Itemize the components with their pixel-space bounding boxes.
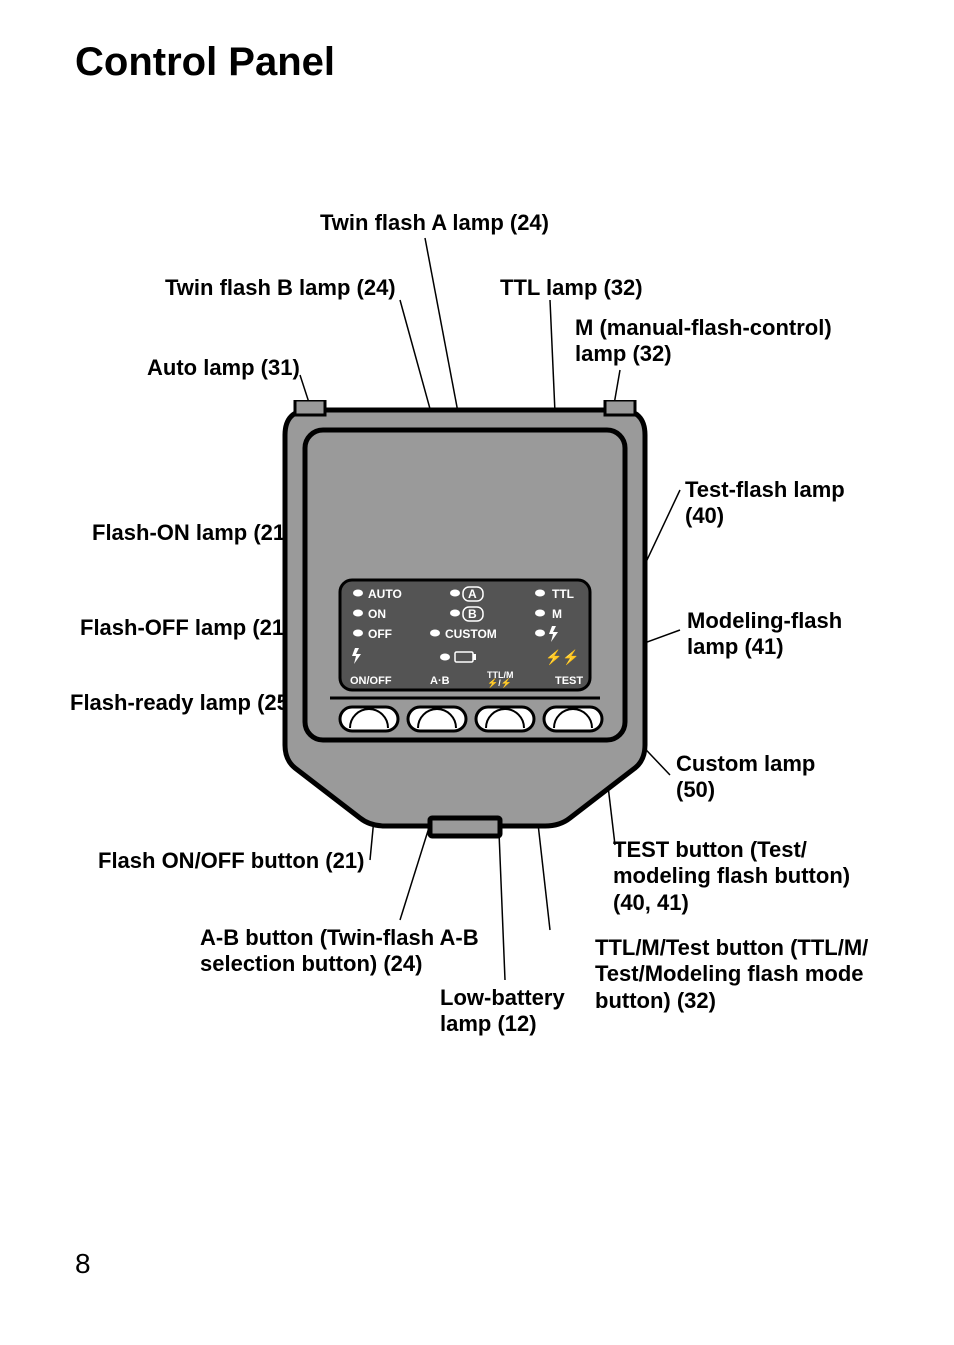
- svg-text:AUTO: AUTO: [368, 587, 402, 601]
- svg-text:M: M: [552, 607, 562, 621]
- svg-text:TTL: TTL: [552, 587, 574, 601]
- svg-text:A·B: A·B: [430, 675, 450, 687]
- label-modeling-flash-lamp: Modeling-flash lamp (41): [687, 608, 842, 661]
- manual-page: Control Panel Twin flash A lamp (24) Twi…: [0, 0, 954, 1345]
- label-auto-lamp: Auto lamp (31): [147, 355, 300, 381]
- svg-text:⚡/⚡: ⚡/⚡: [487, 677, 512, 689]
- label-ab-button: A-B button (Twin-flash A-B selection but…: [200, 925, 479, 978]
- svg-text:ON: ON: [368, 607, 386, 621]
- svg-text:CUSTOM: CUSTOM: [445, 627, 497, 641]
- page-title: Control Panel: [75, 40, 335, 85]
- label-ttl-lamp: TTL lamp (32): [500, 275, 643, 301]
- label-ttl-m-test-button: TTL/M/Test button (TTL/M/ Test/Modeling …: [595, 935, 868, 1014]
- label-flash-onoff-button: Flash ON/OFF button (21): [98, 848, 364, 874]
- svg-text:⚡⚡: ⚡⚡: [545, 649, 580, 666]
- label-test-flash-lamp: Test-flash lamp (40): [685, 477, 845, 530]
- control-panel-diagram: AUTO A TTL ON B M OFF CUSTOM: [280, 400, 650, 840]
- label-m-lamp: M (manual-flash-control) lamp (32): [575, 315, 832, 368]
- label-test-button: TEST button (Test/ modeling flash button…: [613, 837, 850, 916]
- page-number: 8: [75, 1248, 91, 1280]
- label-low-battery-lamp: Low-battery lamp (12): [440, 985, 565, 1038]
- svg-text:B: B: [468, 607, 477, 621]
- svg-text:ON/OFF: ON/OFF: [350, 675, 392, 687]
- svg-text:A: A: [468, 587, 477, 601]
- label-flash-ready-lamp: Flash-ready lamp (25): [70, 690, 296, 716]
- label-flash-on-lamp: Flash-ON lamp (21): [92, 520, 292, 546]
- label-twin-flash-b: Twin flash B lamp (24): [165, 275, 396, 301]
- label-custom-lamp: Custom lamp (50): [676, 751, 815, 804]
- svg-text:TEST: TEST: [555, 675, 583, 687]
- svg-text:OFF: OFF: [368, 627, 392, 641]
- label-twin-flash-a: Twin flash A lamp (24): [320, 210, 549, 236]
- label-flash-off-lamp: Flash-OFF lamp (21): [80, 615, 291, 641]
